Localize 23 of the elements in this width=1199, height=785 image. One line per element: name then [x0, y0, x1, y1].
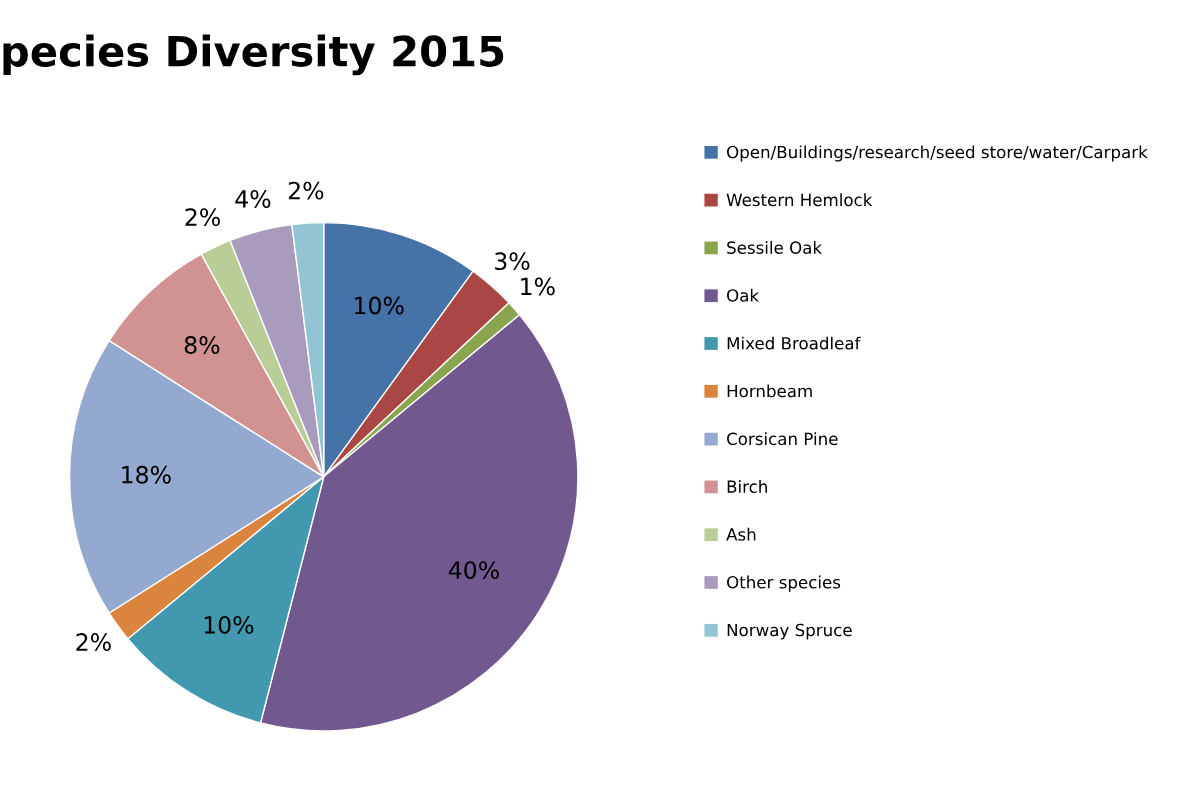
legend-label: Birch — [727, 480, 767, 493]
data-label: 2% — [76, 633, 111, 651]
data-label: 2% — [185, 208, 220, 227]
data-label: 3% — [495, 252, 530, 271]
chart-title: pecies Diversity 2015 — [3, 34, 504, 76]
data-label: 1% — [521, 277, 555, 296]
legend-label: Sessile Oak — [727, 241, 823, 254]
data-label: 40% — [448, 561, 499, 579]
legend-label: Other species — [727, 575, 841, 592]
legend-label: Ash — [726, 527, 756, 541]
data-label: 10% — [204, 616, 254, 634]
data-label: 10% — [355, 296, 404, 315]
data-label: 18% — [122, 465, 171, 484]
data-label: 2% — [288, 181, 324, 200]
data-label: 4% — [235, 190, 271, 208]
legend-label: Oak — [727, 288, 760, 302]
legend-label: Norway Spruce — [727, 623, 852, 640]
legend-label: Open/Buildings/research/seed store/water/Carpark — [727, 145, 1148, 162]
legend-label: Corsican Pine — [727, 432, 838, 446]
data-label: 8% — [184, 336, 220, 354]
legend-label: Mixed Broadleaf — [727, 336, 861, 350]
legend-label: Hornbeam — [727, 384, 812, 398]
legend-label: Western Hemlock — [726, 193, 873, 207]
